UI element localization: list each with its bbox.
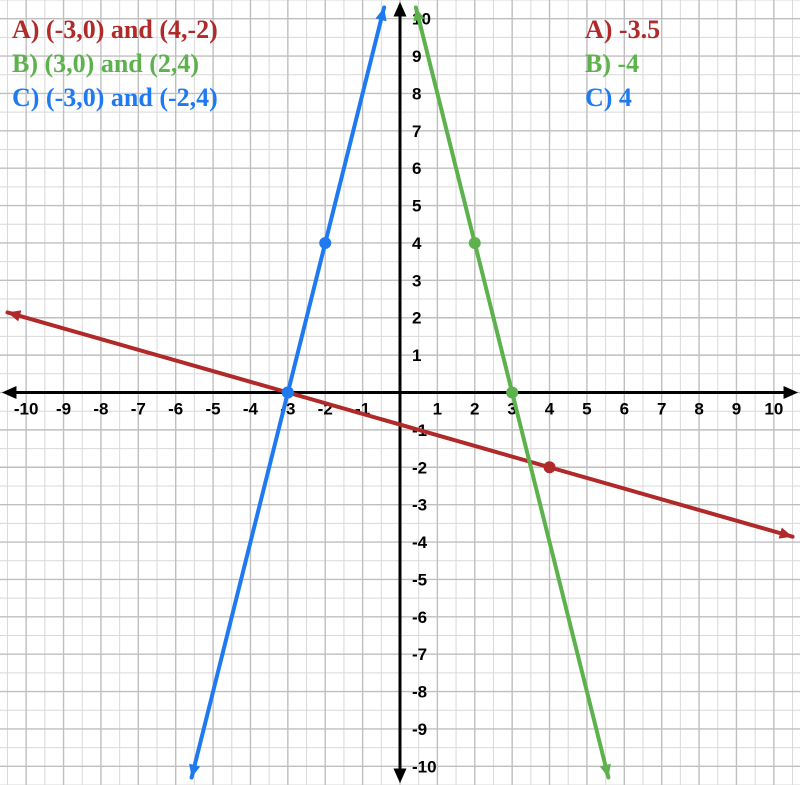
point-C bbox=[282, 387, 294, 399]
x-tick-label: 6 bbox=[620, 400, 629, 419]
y-tick-label: -4 bbox=[412, 533, 428, 552]
annotation-right: B) -4 bbox=[585, 49, 639, 78]
annotation-right: A) -3.5 bbox=[585, 15, 660, 44]
annotation-right: C) 4 bbox=[585, 83, 632, 112]
y-tick-label: -5 bbox=[412, 570, 427, 589]
y-tick-label: 6 bbox=[412, 159, 421, 178]
y-tick-label: 2 bbox=[412, 309, 421, 328]
y-tick-label: -10 bbox=[412, 757, 437, 776]
y-tick-label: -6 bbox=[412, 608, 427, 627]
x-tick-label: 9 bbox=[732, 400, 741, 419]
x-tick-label: 8 bbox=[694, 400, 703, 419]
axes bbox=[2, 2, 798, 783]
x-tick-label: 4 bbox=[545, 400, 555, 419]
graph-canvas: -10-9-8-7-6-5-4-3-2-112345678910-10-9-8-… bbox=[0, 0, 800, 785]
x-tick-label: -5 bbox=[206, 400, 221, 419]
x-tick-label: -4 bbox=[243, 400, 259, 419]
y-tick-label: 3 bbox=[412, 271, 421, 290]
x-tick-label: 7 bbox=[657, 400, 666, 419]
y-tick-label: -9 bbox=[412, 720, 427, 739]
y-tick-label: 5 bbox=[412, 197, 421, 216]
point-B bbox=[469, 237, 481, 249]
x-tick-label: 5 bbox=[582, 400, 591, 419]
y-tick-label: 4 bbox=[412, 234, 422, 253]
x-tick-label: 1 bbox=[433, 400, 442, 419]
x-tick-label: -8 bbox=[93, 400, 108, 419]
annotations: A) (-3,0) and (4,-2) B) (3,0) and (2,4) C)… bbox=[12, 15, 660, 112]
point-A bbox=[544, 461, 556, 473]
y-tick-label: 9 bbox=[412, 47, 421, 66]
point-B bbox=[506, 387, 518, 399]
x-tick-label: -9 bbox=[56, 400, 71, 419]
annotation-left: A) (-3,0) and (4,-2) bbox=[12, 15, 218, 44]
y-tick-label: 1 bbox=[412, 346, 421, 365]
y-tick-label: 7 bbox=[412, 122, 421, 141]
x-tick-label: -7 bbox=[131, 400, 146, 419]
x-tick-label: 2 bbox=[470, 400, 479, 419]
x-tick-label: -6 bbox=[168, 400, 183, 419]
y-tick-label: 8 bbox=[412, 84, 421, 103]
y-tick-label: -7 bbox=[412, 645, 427, 664]
point-C bbox=[319, 237, 331, 249]
y-tick-label: -8 bbox=[412, 683, 427, 702]
x-tick-label: -10 bbox=[14, 400, 39, 419]
y-tick-label: -3 bbox=[412, 496, 427, 515]
annotation-left: C) (-3,0) and (-2,4) bbox=[12, 83, 218, 112]
y-tick-label: -2 bbox=[412, 458, 427, 477]
annotation-left: B) (3,0) and (2,4) bbox=[12, 49, 199, 78]
x-tick-label: 10 bbox=[764, 400, 783, 419]
